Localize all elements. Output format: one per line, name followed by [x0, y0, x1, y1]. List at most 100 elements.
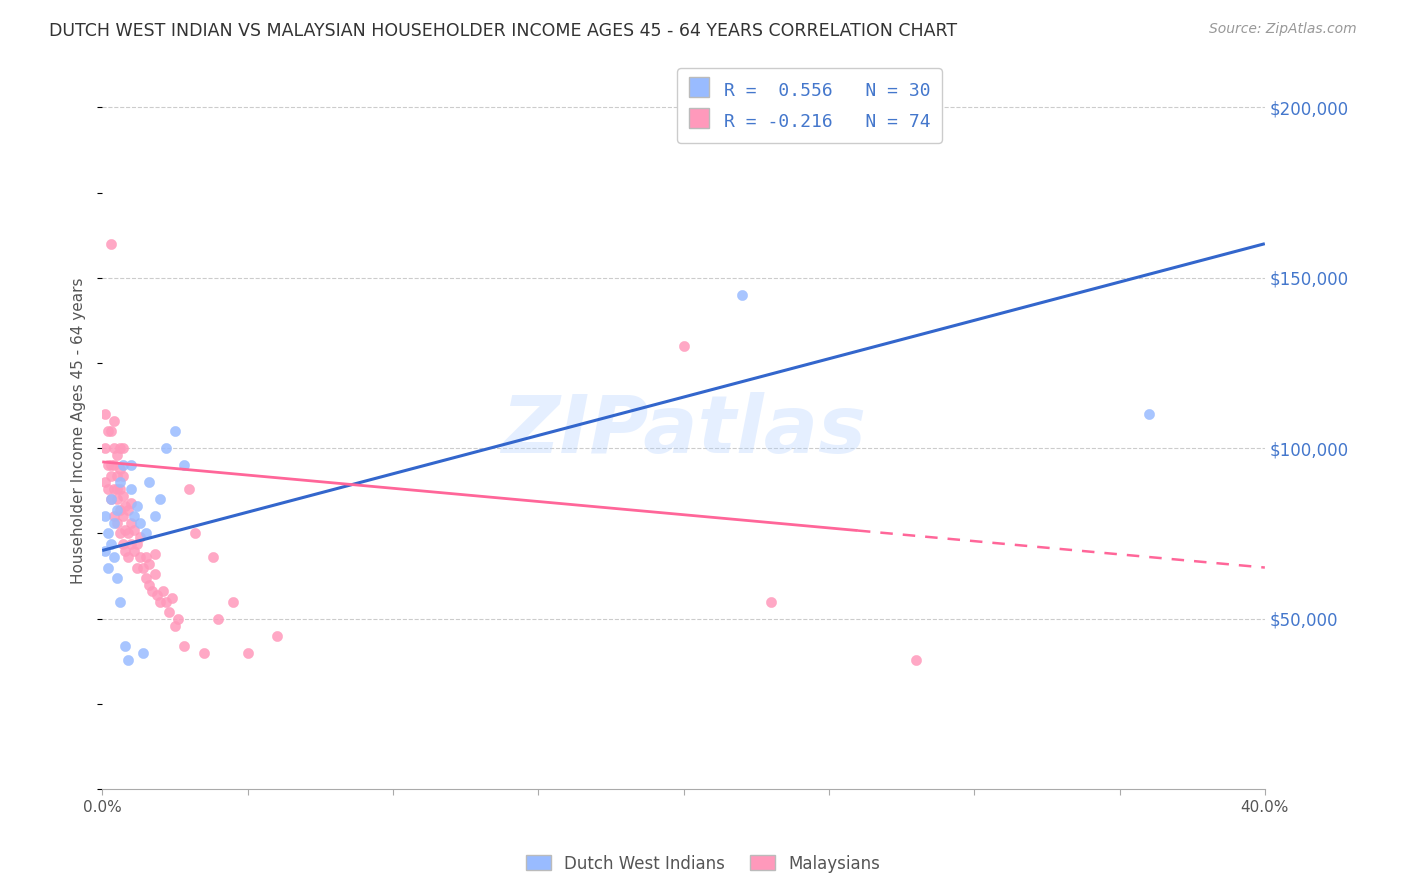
Point — [135, 550, 157, 565]
Point — [193, 646, 215, 660]
Point — [105, 516, 128, 531]
Point — [120, 516, 142, 531]
Point — [149, 594, 172, 608]
Point — [100, 468, 122, 483]
Point — [114, 499, 136, 513]
Point — [173, 639, 195, 653]
Point — [132, 560, 155, 574]
Point — [94, 442, 117, 456]
Point — [103, 442, 125, 456]
Point — [129, 516, 152, 531]
Point — [132, 646, 155, 660]
Point — [138, 577, 160, 591]
Point — [100, 492, 122, 507]
Point — [117, 502, 139, 516]
Point — [143, 509, 166, 524]
Point — [143, 547, 166, 561]
Point — [127, 537, 149, 551]
Point — [97, 526, 120, 541]
Point — [117, 526, 139, 541]
Point — [201, 550, 224, 565]
Point — [108, 526, 131, 541]
Point — [129, 550, 152, 565]
Text: Source: ZipAtlas.com: Source: ZipAtlas.com — [1209, 22, 1357, 37]
Point — [108, 461, 131, 475]
Point — [94, 407, 117, 421]
Point — [152, 584, 174, 599]
Point — [120, 482, 142, 496]
Point — [103, 414, 125, 428]
Point — [97, 560, 120, 574]
Point — [103, 482, 125, 496]
Point — [100, 537, 122, 551]
Point — [111, 468, 134, 483]
Point — [103, 509, 125, 524]
Point — [266, 629, 288, 643]
Point — [103, 516, 125, 531]
Point — [157, 605, 180, 619]
Point — [146, 588, 169, 602]
Point — [143, 567, 166, 582]
Point — [100, 458, 122, 473]
Point — [138, 557, 160, 571]
Point — [108, 442, 131, 456]
Point — [135, 571, 157, 585]
Point — [163, 424, 186, 438]
Point — [105, 502, 128, 516]
Point — [117, 550, 139, 565]
Point — [149, 492, 172, 507]
Point — [103, 550, 125, 565]
Point — [138, 475, 160, 490]
Point — [135, 526, 157, 541]
Point — [155, 442, 177, 456]
Point — [127, 560, 149, 574]
Point — [105, 482, 128, 496]
Point — [759, 594, 782, 608]
Point — [97, 482, 120, 496]
Point — [141, 584, 163, 599]
Point — [122, 523, 145, 537]
Point — [97, 424, 120, 438]
Point — [94, 475, 117, 490]
Point — [94, 509, 117, 524]
Point — [111, 458, 134, 473]
Point — [173, 458, 195, 473]
Point — [97, 458, 120, 473]
Point — [105, 571, 128, 585]
Y-axis label: Householder Income Ages 45 - 64 years: Householder Income Ages 45 - 64 years — [72, 278, 86, 584]
Point — [111, 489, 134, 503]
Point — [100, 236, 122, 251]
Point — [100, 492, 122, 507]
Point — [105, 448, 128, 462]
Point — [105, 492, 128, 507]
Point — [108, 482, 131, 496]
Point — [111, 509, 134, 524]
Point — [179, 482, 201, 496]
Point — [129, 530, 152, 544]
Point — [94, 543, 117, 558]
Point — [672, 339, 695, 353]
Point — [122, 509, 145, 524]
Point — [127, 499, 149, 513]
Point — [111, 537, 134, 551]
Legend: Dutch West Indians, Malaysians: Dutch West Indians, Malaysians — [519, 848, 887, 880]
Point — [120, 496, 142, 510]
Point — [108, 502, 131, 516]
Point — [222, 594, 245, 608]
Point — [108, 475, 131, 490]
Point — [207, 612, 229, 626]
Point — [184, 526, 207, 541]
Point — [103, 458, 125, 473]
Point — [1137, 407, 1160, 421]
Point — [730, 288, 752, 302]
Point — [111, 442, 134, 456]
Point — [114, 523, 136, 537]
Point — [100, 424, 122, 438]
Point — [120, 537, 142, 551]
Point — [160, 591, 183, 606]
Text: ZIPatlas: ZIPatlas — [501, 392, 866, 470]
Point — [905, 652, 928, 666]
Point — [163, 618, 186, 632]
Point — [120, 458, 142, 473]
Legend: R =  0.556   N = 30, R = -0.216   N = 74: R = 0.556 N = 30, R = -0.216 N = 74 — [678, 68, 942, 143]
